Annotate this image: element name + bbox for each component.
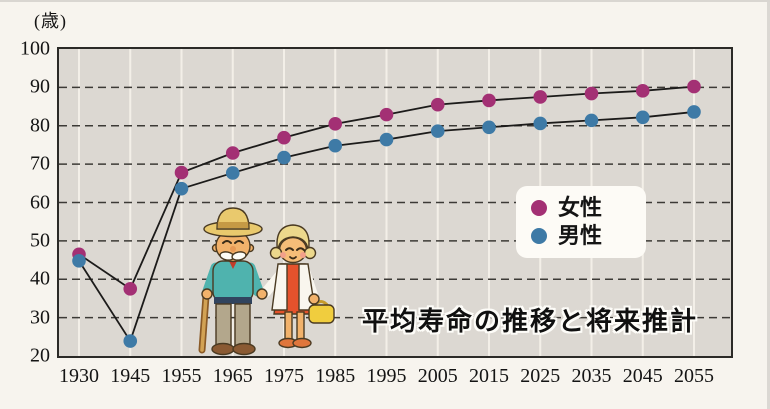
old-man-figure [198, 207, 264, 356]
data-point-女性-1965 [225, 146, 240, 160]
data-point-男性-1975 [277, 150, 291, 165]
y-tick-label-20: 20 [30, 344, 50, 367]
y-tick-label-60: 60 [30, 191, 50, 214]
legend-item-male: 男性 [531, 225, 646, 247]
x-tick-label-2005: 2005 [417, 365, 458, 387]
x-tick-label-1965: 1965 [212, 365, 253, 387]
data-point-女性-1945 [123, 282, 138, 296]
data-point-女性-2055 [687, 79, 701, 94]
x-tick-label-1995: 1995 [366, 365, 407, 387]
x-tick-label-2035: 2035 [571, 365, 612, 387]
data-point-男性-2055 [687, 105, 701, 119]
x-tick-label-1955: 1955 [161, 365, 202, 387]
data-point-男性-2015 [482, 120, 496, 135]
data-point-女性-2005 [430, 97, 445, 112]
x-tick-label-2055: 2055 [674, 365, 714, 387]
legend-label-male: 男性 [558, 223, 603, 248]
data-point-女性-1955 [174, 165, 189, 180]
y-axis-unit-label: (歳) [34, 11, 67, 31]
x-tick-label-1945: 1945 [110, 365, 151, 387]
legend: 女性 男性 [516, 186, 646, 258]
legend-label-female: 女性 [558, 195, 603, 220]
data-point-女性-2045 [635, 84, 650, 98]
data-point-男性-1965 [225, 166, 240, 180]
x-tick-label-1975: 1975 [264, 365, 304, 387]
data-point-男性-2045 [635, 110, 650, 125]
legend-item-female: 女性 [531, 197, 646, 219]
data-point-男性-2035 [584, 113, 599, 128]
x-tick-label-2015: 2015 [469, 365, 509, 387]
data-point-男性-1995 [379, 132, 394, 147]
y-tick-label-90: 90 [30, 75, 50, 98]
data-point-女性-2025 [533, 90, 548, 104]
y-tick-label-30: 30 [30, 306, 50, 329]
x-tick-label-2045: 2045 [622, 365, 663, 387]
y-tick-label-50: 50 [30, 229, 50, 252]
x-tick-label-1930: 1930 [59, 365, 99, 387]
data-point-女性-2035 [584, 86, 599, 101]
data-point-男性-1930 [72, 254, 86, 268]
y-tick-label-80: 80 [30, 114, 50, 137]
x-tick-label-1985: 1985 [315, 365, 356, 387]
y-tick-label-100: 100 [20, 37, 50, 60]
data-point-男性-2025 [533, 116, 548, 131]
male-series-swatch [531, 228, 547, 244]
data-point-男性-2005 [430, 124, 445, 138]
data-point-女性-1985 [328, 117, 343, 131]
elderly-couple-illustration [198, 207, 335, 356]
y-tick-label-40: 40 [30, 267, 50, 290]
data-point-女性-1975 [277, 130, 291, 145]
female-series-swatch [531, 200, 547, 216]
data-point-女性-2015 [482, 93, 496, 108]
data-point-男性-1955 [174, 181, 189, 196]
chart-title: 平均寿命の推移と将来推計 [362, 306, 699, 336]
data-point-男性-1985 [328, 138, 343, 153]
x-tick-label-2025: 2025 [520, 365, 561, 387]
data-point-男性-1945 [123, 334, 138, 348]
y-tick-label-70: 70 [30, 152, 50, 175]
data-point-女性-1995 [379, 107, 394, 122]
old-woman-figure [256, 224, 335, 349]
